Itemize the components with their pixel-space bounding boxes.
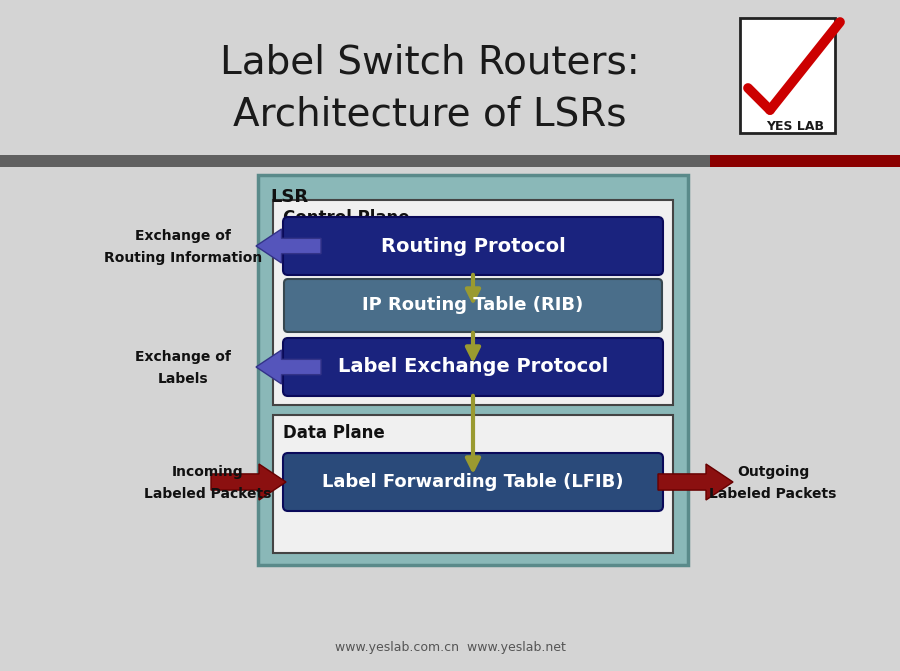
Text: Architecture of LSRs: Architecture of LSRs <box>233 96 626 134</box>
Bar <box>740 18 835 133</box>
Text: Routing Protocol: Routing Protocol <box>381 236 565 256</box>
Text: Exchange of: Exchange of <box>135 350 231 364</box>
Bar <box>0 0 900 155</box>
Text: Outgoing: Outgoing <box>737 465 809 479</box>
Text: Exchange of: Exchange of <box>135 229 231 243</box>
FancyBboxPatch shape <box>284 279 662 332</box>
Text: LSR: LSR <box>270 188 308 206</box>
Polygon shape <box>658 464 733 500</box>
Bar <box>710 155 900 167</box>
Polygon shape <box>256 229 321 263</box>
FancyBboxPatch shape <box>283 338 663 396</box>
Text: Label Exchange Protocol: Label Exchange Protocol <box>338 358 608 376</box>
Text: IP Routing Table (RIB): IP Routing Table (RIB) <box>363 297 583 315</box>
Text: Labels: Labels <box>158 372 208 386</box>
Bar <box>273 200 673 405</box>
Bar <box>0 155 710 167</box>
Text: Labeled Packets: Labeled Packets <box>144 487 272 501</box>
Text: Labeled Packets: Labeled Packets <box>709 487 837 501</box>
FancyBboxPatch shape <box>283 217 663 275</box>
Text: YES LAB: YES LAB <box>766 121 824 134</box>
FancyBboxPatch shape <box>283 453 663 511</box>
Bar <box>273 415 673 553</box>
Text: www.yeslab.com.cn  www.yeslab.net: www.yeslab.com.cn www.yeslab.net <box>335 641 565 654</box>
Text: Data Plane: Data Plane <box>283 424 385 442</box>
Text: Label Forwarding Table (LFIB): Label Forwarding Table (LFIB) <box>322 473 624 491</box>
Polygon shape <box>256 350 321 384</box>
Text: Routing Information: Routing Information <box>104 251 262 265</box>
Text: Incoming: Incoming <box>172 465 244 479</box>
Bar <box>258 175 688 565</box>
Polygon shape <box>211 464 286 500</box>
Text: Label Switch Routers:: Label Switch Routers: <box>220 43 640 81</box>
Text: Control Plane: Control Plane <box>283 209 410 227</box>
